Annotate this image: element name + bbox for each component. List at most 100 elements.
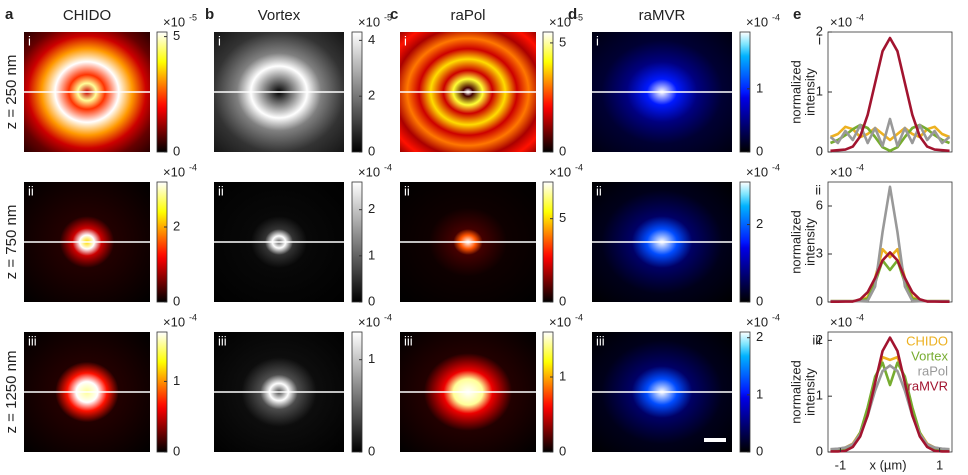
depth-label: z = 1250 nm [3, 351, 20, 434]
image-numeral: ii [596, 183, 602, 198]
y-tick-label: 0 [816, 293, 823, 308]
scale-exponent: -4 [856, 312, 864, 322]
colorbar [543, 32, 553, 152]
colorbar-tick-label: 5 [559, 210, 566, 225]
scale-base: ×10 [746, 14, 768, 29]
scale-base: ×10 [358, 314, 380, 329]
colorbar [157, 182, 167, 302]
panel-numeral: i [818, 32, 821, 47]
image-numeral: ii [218, 183, 224, 198]
colorbar-tick-label: 2 [368, 201, 375, 216]
scale-exponent: -4 [189, 312, 197, 322]
scale-bar [704, 438, 726, 442]
column-title: CHIDO [63, 7, 111, 24]
axes [828, 182, 952, 302]
panel-numeral: ii [815, 182, 821, 197]
scale-exponent: -5 [575, 12, 583, 22]
scale-base: ×10 [746, 314, 768, 329]
y-axis-label: normalized [788, 360, 803, 424]
colorbar-tick-label: 1 [756, 80, 763, 95]
panel-letter: b [205, 6, 214, 23]
depth-label: z = 250 nm [3, 55, 20, 130]
colorbar-tick-label: 4 [368, 32, 375, 47]
scale-base: ×10 [358, 14, 380, 29]
colorbar-tick-label: 1 [368, 247, 375, 262]
series-line [830, 187, 949, 301]
scale-exponent: -4 [575, 162, 583, 172]
scale-exponent: -4 [772, 162, 780, 172]
scale-exponent: -4 [384, 162, 392, 172]
colorbar-tick-label: 0 [368, 143, 375, 158]
panel-letter: e [793, 6, 801, 23]
scale-exponent: -4 [384, 312, 392, 322]
colorbar-tick-label: 2 [756, 216, 763, 231]
image-numeral: i [218, 33, 221, 48]
image-numeral: iii [404, 333, 413, 348]
scale-exponent: -4 [575, 312, 583, 322]
colorbar-tick-label: 0 [173, 143, 180, 158]
y-axis-label: normalized [788, 210, 803, 274]
column-title: Vortex [258, 7, 301, 24]
colorbar [352, 182, 362, 302]
colorbar-tick-label: 2 [173, 218, 180, 233]
y-tick-label: 6 [816, 197, 823, 212]
colorbar [740, 182, 750, 302]
series-line [830, 249, 949, 301]
colorbar [740, 32, 750, 152]
colorbar-tick-label: 0 [173, 293, 180, 308]
image-numeral: ii [404, 183, 410, 198]
image-numeral: ii [28, 183, 34, 198]
colorbar [157, 32, 167, 152]
legend-entry: raMVR [908, 378, 948, 393]
scale-base: ×10 [163, 164, 185, 179]
legend-entry: CHIDO [906, 333, 948, 348]
scale-exponent: -5 [189, 12, 197, 22]
x-tick-label: 1 [936, 457, 943, 472]
series-line [830, 260, 949, 301]
y-tick-label: 0 [816, 443, 823, 458]
colorbar-tick-label: 0 [756, 143, 763, 158]
scale-base: ×10 [163, 14, 185, 29]
scale-exponent: -4 [772, 12, 780, 22]
colorbar-tick-label: 0 [559, 443, 566, 458]
scale-exponent: -4 [772, 312, 780, 322]
image-numeral: i [404, 33, 407, 48]
colorbar-tick-label: 1 [368, 351, 375, 366]
image-numeral: iii [28, 333, 37, 348]
y-axis-label: intensity [802, 368, 817, 416]
figure: z = 250 nmz = 750 nmz = 1250 nmabcdeCHID… [0, 0, 968, 475]
legend-entry: raPol [918, 363, 948, 378]
column-title: raMVR [639, 7, 686, 24]
y-axis-label: normalized [788, 60, 803, 124]
image-numeral: i [596, 33, 599, 48]
series-line [830, 252, 949, 301]
colorbar [740, 332, 750, 452]
colorbar-tick-label: 0 [559, 293, 566, 308]
scale-exponent: -5 [384, 12, 392, 22]
panel-numeral: iii [812, 332, 821, 347]
scale-base: ×10 [549, 164, 571, 179]
scale-exponent: -4 [189, 162, 197, 172]
colorbar-tick-label: 0 [756, 293, 763, 308]
column-title: raPol [450, 7, 485, 24]
legend-entry: Vortex [911, 348, 948, 363]
colorbar-tick-label: 2 [368, 88, 375, 103]
scale-base: ×10 [746, 164, 768, 179]
colorbar-tick-label: 0 [173, 443, 180, 458]
colorbar [543, 332, 553, 452]
colorbar-tick-label: 0 [368, 293, 375, 308]
x-axis-label: x (µm) [869, 457, 906, 472]
image-numeral: iii [218, 333, 227, 348]
y-axis-label: intensity [802, 68, 817, 116]
scale-base: ×10 [830, 314, 852, 329]
y-tick-label: 0 [816, 143, 823, 158]
colorbar [352, 32, 362, 152]
colorbar-tick-label: 0 [368, 443, 375, 458]
scale-exponent: -4 [856, 12, 864, 22]
colorbar-tick-label: 1 [173, 373, 180, 388]
colorbar-tick-label: 0 [756, 443, 763, 458]
colorbar-tick-label: 1 [756, 386, 763, 401]
colorbar-tick-label: 5 [559, 34, 566, 49]
y-axis-label: intensity [802, 218, 817, 266]
colorbar [352, 332, 362, 452]
